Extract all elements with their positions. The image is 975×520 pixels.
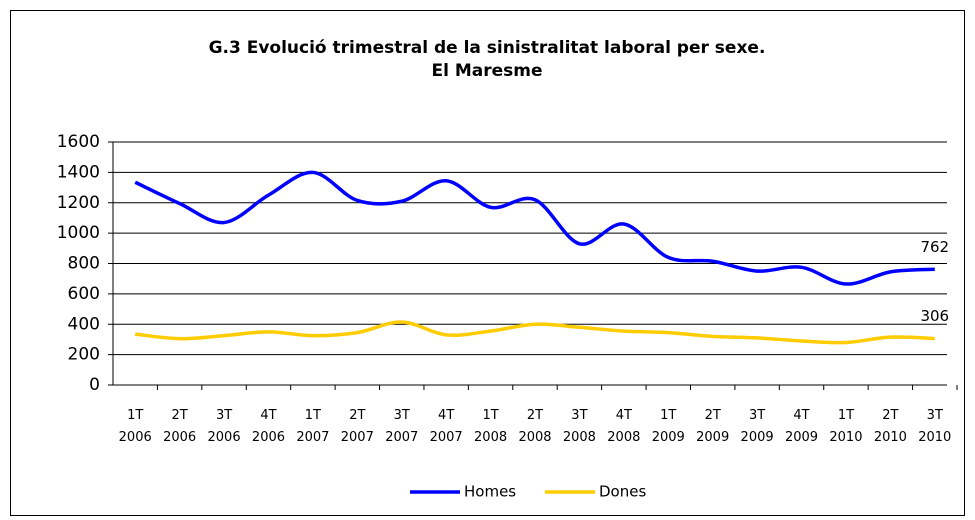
x-tick-label: 1T 2006 — [119, 408, 152, 445]
y-tick-label: 0 — [89, 375, 100, 395]
x-tick-label-quarter: 3T — [749, 408, 765, 423]
x-tick-label-year: 2009 — [785, 430, 818, 445]
x-tick-label: 2T 2006 — [163, 408, 196, 445]
x-tick-label-quarter: 4T — [260, 408, 276, 423]
x-tick-label: 2T 2008 — [518, 408, 551, 445]
x-tick-label-quarter: 1T — [838, 408, 854, 423]
x-tick-label-quarter: 1T — [305, 408, 321, 423]
x-tick-label: 2T 2007 — [341, 408, 374, 445]
x-tick-label-year: 2008 — [563, 430, 596, 445]
x-tick-label-year: 2009 — [696, 430, 729, 445]
x-tick-label-quarter: 3T — [216, 408, 232, 423]
x-tick-label-year: 2006 — [252, 430, 285, 445]
x-tick-label: 4T 2006 — [252, 408, 285, 445]
y-tick-label: 600 — [68, 284, 100, 304]
data-label: 306 — [920, 307, 949, 325]
y-tick-label: 1600 — [57, 132, 100, 152]
x-tick-label: 1T 2008 — [474, 408, 507, 445]
x-tick-label-year: 2007 — [341, 430, 374, 445]
x-tick-label-year: 2008 — [607, 430, 640, 445]
series-line — [135, 320, 935, 345]
x-tick-label-quarter: 4T — [616, 408, 632, 423]
y-tick-label: 400 — [68, 314, 100, 334]
x-tick-label-year: 2006 — [119, 430, 152, 445]
x-tick-label: 3T 2007 — [385, 408, 418, 445]
x-tick-label: 3T 2006 — [208, 408, 241, 445]
x-tick-label-year: 2010 — [829, 430, 862, 445]
x-tick-label-year: 2008 — [474, 430, 507, 445]
x-tick-label-quarter: 2T — [882, 408, 898, 423]
x-tick-label: 1T 2010 — [829, 408, 862, 445]
y-tick-label: 1000 — [57, 223, 100, 243]
legend-label: Homes — [464, 483, 516, 501]
x-tick-label-quarter: 2T — [349, 408, 365, 423]
x-tick-label: 2T 2010 — [874, 408, 907, 445]
x-tick-label: 3T 2010 — [918, 408, 951, 445]
y-tick-label: 1400 — [57, 162, 100, 182]
y-tick-label: 800 — [68, 254, 100, 274]
legend-label: Dones — [599, 483, 646, 501]
x-tick-label-quarter: 3T — [927, 408, 943, 423]
x-tick-label: 4T 2009 — [785, 408, 818, 445]
x-tick-label-quarter: 1T — [482, 408, 498, 423]
y-tick-label: 1200 — [57, 193, 100, 213]
x-tick-label-quarter: 2T — [527, 408, 543, 423]
x-tick-label-year: 2007 — [385, 430, 418, 445]
x-tick-label: 4T 2008 — [607, 408, 640, 445]
chart-title: G.3 Evolució trimestral de la sinistrali… — [209, 38, 766, 58]
x-tick-label-quarter: 1T — [127, 408, 143, 423]
x-tick-label-year: 2008 — [518, 430, 551, 445]
x-tick-label-year: 2006 — [208, 430, 241, 445]
x-tick-label: 3T 2009 — [741, 408, 774, 445]
x-tick-label-year: 2006 — [163, 430, 196, 445]
x-tick-label: 3T 2008 — [563, 408, 596, 445]
x-tick-label-year: 2007 — [296, 430, 329, 445]
x-tick-label-quarter: 3T — [571, 408, 587, 423]
x-tick-label: 4T 2007 — [430, 408, 463, 445]
x-tick-label-quarter: 4T — [438, 408, 454, 423]
x-tick-label-year: 2007 — [430, 430, 463, 445]
x-tick-label-year: 2010 — [918, 430, 951, 445]
chart-subtitle: El Maresme — [431, 61, 542, 81]
x-tick-label-year: 2009 — [741, 430, 774, 445]
x-tick-label-quarter: 2T — [705, 408, 721, 423]
x-tick-label-year: 2009 — [652, 430, 685, 445]
x-tick-label-quarter: 3T — [394, 408, 410, 423]
x-tick-label: 1T 2009 — [652, 408, 685, 445]
x-tick-label-quarter: 1T — [660, 408, 676, 423]
x-tick-label-year: 2010 — [874, 430, 907, 445]
x-tick-label-quarter: 4T — [793, 408, 809, 423]
x-tick-label: 2T 2009 — [696, 408, 729, 445]
x-tick-label: 1T 2007 — [296, 408, 329, 445]
series-line — [134, 170, 935, 286]
data-label: 762 — [920, 238, 949, 256]
x-tick-label-quarter: 2T — [172, 408, 188, 423]
y-tick-label: 200 — [68, 345, 100, 365]
